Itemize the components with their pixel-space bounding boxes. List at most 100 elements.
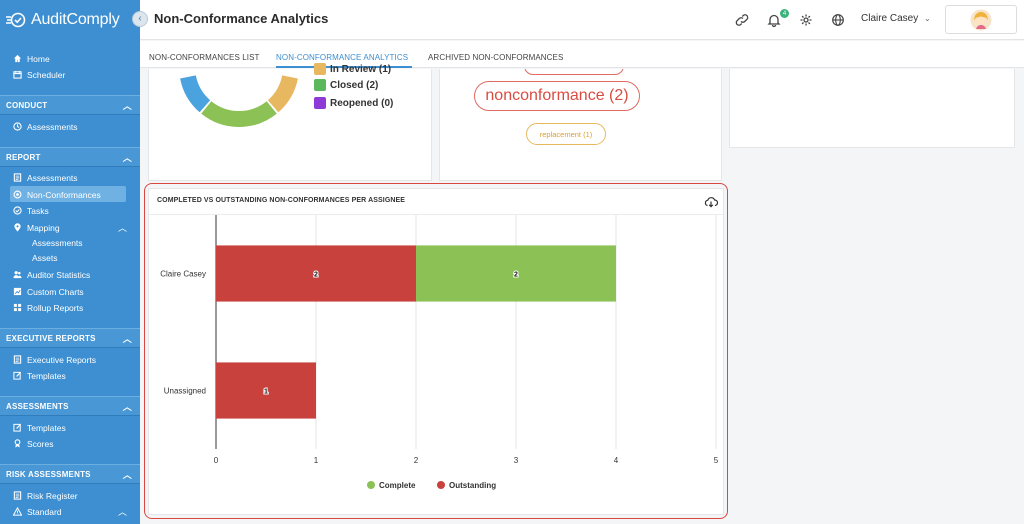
globe-icon[interactable]: [830, 12, 846, 28]
legend-in-review: In Review (1): [314, 63, 391, 75]
x-tick-label: 1: [314, 456, 319, 465]
section-title: CONDUCT: [6, 100, 48, 110]
chevron-down-icon[interactable]: ⌄: [924, 14, 931, 23]
bar-data-label: 1: [264, 389, 268, 396]
sidebar-item-report-assessments[interactable]: Assessments: [13, 170, 78, 185]
cloud-download-icon[interactable]: [704, 195, 719, 209]
sidebar-item-non-conformances[interactable]: Non-Conformances: [13, 187, 101, 202]
map-pin-icon: [13, 223, 22, 232]
app-logo[interactable]: AuditComply: [6, 8, 120, 32]
word-pill-partial: [524, 69, 624, 75]
sidebar-item-scores[interactable]: Scores: [13, 436, 53, 451]
edit-icon: [13, 423, 22, 432]
section-title: ASSESSMENTS: [6, 401, 69, 411]
legend-swatch: [314, 97, 326, 109]
sidebar-subitem-mapping-assessments[interactable]: Assessments: [32, 238, 83, 248]
donut-segment[interactable]: [180, 74, 211, 113]
sidebar-item-risk-register[interactable]: Risk Register: [13, 488, 78, 503]
link-icon[interactable]: [734, 12, 750, 28]
chart-icon: [13, 287, 22, 296]
sidebar-item-executive-reports[interactable]: Executive Reports: [13, 352, 96, 367]
user-avatar[interactable]: [945, 5, 1017, 34]
sidebar-item-auditor-statistics[interactable]: Auditor Statistics: [13, 267, 90, 282]
active-item-highlight: [10, 186, 126, 202]
x-tick-label: 4: [614, 456, 619, 465]
sidebar-item-rollup-reports[interactable]: Rollup Reports: [13, 300, 83, 315]
app-name: AuditComply: [31, 11, 120, 28]
sidebar-subitem-mapping-assets[interactable]: Assets: [32, 253, 58, 263]
section-title: RISK ASSESSMENTS: [6, 469, 91, 479]
sidebar-item-label: Templates: [27, 370, 66, 381]
sidebar-item-standard[interactable]: Standard ︿: [13, 504, 127, 519]
tab-non-conformance-analytics[interactable]: NON-CONFORMANCE ANALYTICS: [276, 53, 409, 62]
sidebar-item-scheduler[interactable]: Scheduler: [13, 67, 65, 82]
sidebar-section-report[interactable]: REPORT ︿: [0, 147, 140, 167]
x-tick-label: 0: [214, 456, 219, 465]
legend-entry[interactable]: Outstanding: [449, 481, 496, 490]
sidebar-item-custom-charts[interactable]: Custom Charts: [13, 284, 84, 299]
sidebar-item-tasks[interactable]: Tasks: [13, 203, 49, 218]
avatar-icon: [970, 9, 992, 30]
sidebar-item-label: Scores: [27, 438, 54, 449]
document-icon: [13, 355, 22, 364]
tab-archived-non-conformances[interactable]: ARCHIVED NON-CONFORMANCES: [428, 53, 564, 62]
x-tick-label: 2: [414, 456, 419, 465]
status-donut-chart: [180, 74, 298, 127]
sidebar-item-label: Mapping: [27, 222, 60, 233]
user-menu-name[interactable]: Claire Casey: [861, 13, 919, 24]
grid-icon: [13, 303, 22, 312]
sidebar-section-risk-assessments[interactable]: RISK ASSESSMENTS ︿: [0, 464, 140, 484]
stacked-bar-chart: 0 1 2 3 4 5 Claire Casey 2 2 Unassigned 1 Complete O…: [160, 215, 719, 490]
tab-bar: NON-CONFORMANCES LIST NON-CONFORMANCE AN…: [140, 41, 1024, 68]
chevron-up-icon: ︿: [122, 333, 132, 344]
sidebar-item-conduct-assessments[interactable]: Assessments: [13, 119, 78, 134]
legend-label: Closed (2): [330, 79, 379, 91]
y-category-label: Claire Casey: [160, 270, 206, 279]
logo-icon: [6, 12, 26, 28]
bar-outstanding[interactable]: [216, 362, 316, 419]
clock-icon: [13, 122, 22, 131]
sidebar-section-executive-reports[interactable]: EXECUTIVE REPORTS ︿: [0, 328, 140, 348]
sidebar-item-assess-templates[interactable]: Templates: [13, 420, 66, 435]
page-title: Non-Conformance Analytics: [154, 11, 329, 26]
section-title: EXECUTIVE REPORTS: [6, 333, 96, 343]
calendar-icon: [13, 70, 22, 79]
legend-closed: Closed (2): [314, 79, 378, 91]
x-tick-label: 3: [514, 456, 519, 465]
legend-label: In Review (1): [330, 63, 392, 75]
sidebar-item-exec-templates[interactable]: Templates: [13, 368, 66, 383]
word-pill-replacement[interactable]: replacement (1): [526, 123, 606, 145]
settings-gear-icon[interactable]: [798, 12, 814, 28]
document-icon: [13, 173, 22, 182]
notifications-bell-icon[interactable]: [766, 12, 782, 28]
legend-entry[interactable]: Complete: [379, 481, 416, 490]
sidebar-item-label: Non-Conformances: [27, 189, 101, 200]
sidebar-item-label: Home: [27, 53, 50, 64]
chevron-up-icon: ︿: [117, 223, 127, 233]
sidebar-item-label: Templates: [27, 422, 66, 433]
tab-non-conformances-list[interactable]: NON-CONFORMANCES LIST: [149, 53, 260, 62]
bar-outstanding[interactable]: [216, 245, 416, 302]
word-pill-nonconformance[interactable]: nonconformance (2): [474, 81, 640, 111]
status-breakdown-card: In Review (1) Closed (2) Reopened (0): [148, 63, 432, 181]
legend-marker: [437, 481, 445, 489]
sidebar-section-assessments[interactable]: ASSESSMENTS ︿: [0, 396, 140, 416]
chevron-up-icon: ︿: [122, 152, 132, 163]
sidebar-section-conduct[interactable]: CONDUCT ︿: [0, 95, 140, 115]
sidebar-collapse-button[interactable]: ‹: [132, 11, 148, 27]
bar-complete[interactable]: [416, 245, 616, 302]
assignee-chart-card: COMPLETED VS OUTSTANDING NON-CONFORMANCE…: [148, 188, 724, 515]
legend-reopened: Reopened (0): [314, 97, 393, 109]
chevron-up-icon: ︿: [122, 401, 132, 412]
active-tab-indicator: [276, 66, 412, 68]
edit-icon: [13, 371, 22, 380]
sidebar-item-mapping[interactable]: Mapping ︿: [13, 220, 127, 235]
chevron-up-icon: ︿: [122, 469, 132, 480]
donut-segment[interactable]: [201, 100, 277, 127]
sidebar-item-label: Scheduler: [27, 69, 66, 80]
bar-data-label: 2: [514, 272, 518, 279]
tasks-icon: [13, 206, 22, 215]
users-icon: [13, 270, 22, 279]
sidebar-item-home[interactable]: Home: [13, 51, 50, 66]
donut-segment[interactable]: [267, 74, 298, 113]
